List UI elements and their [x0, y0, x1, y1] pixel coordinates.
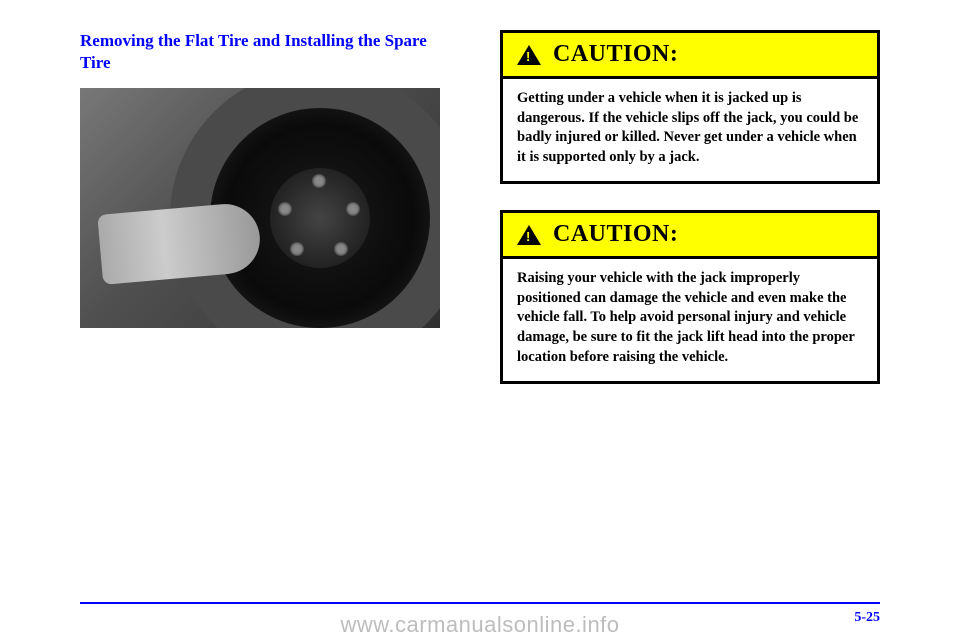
caution-header: CAUTION:: [503, 33, 877, 76]
lug-nut: [278, 202, 292, 216]
right-column: CAUTION: Getting under a vehicle when it…: [500, 30, 880, 410]
warning-icon: [517, 45, 541, 65]
section-heading: Removing the Flat Tire and Installing th…: [80, 30, 460, 74]
tire-photo: [80, 88, 440, 328]
caution-title: CAUTION:: [553, 41, 678, 68]
page-content: Removing the Flat Tire and Installing th…: [0, 0, 960, 410]
left-column: Removing the Flat Tire and Installing th…: [80, 30, 460, 410]
watermark: www.carmanualsonline.info: [0, 612, 960, 638]
lug-nut: [334, 242, 348, 256]
lug-nut: [290, 242, 304, 256]
lug-nut: [312, 174, 326, 188]
wheel-hub: [270, 168, 370, 268]
caution-body: Getting under a vehicle when it is jacke…: [503, 76, 877, 181]
lug-nut: [346, 202, 360, 216]
caution-box-1: CAUTION: Getting under a vehicle when it…: [500, 30, 880, 184]
caution-box-2: CAUTION: Raising your vehicle with the j…: [500, 210, 880, 384]
page-number: 5-25: [854, 610, 880, 626]
caution-title: CAUTION:: [553, 221, 678, 248]
caution-header: CAUTION:: [503, 213, 877, 256]
warning-icon: [517, 225, 541, 245]
caution-body: Raising your vehicle with the jack impro…: [503, 256, 877, 381]
footer-rule: [80, 602, 880, 604]
